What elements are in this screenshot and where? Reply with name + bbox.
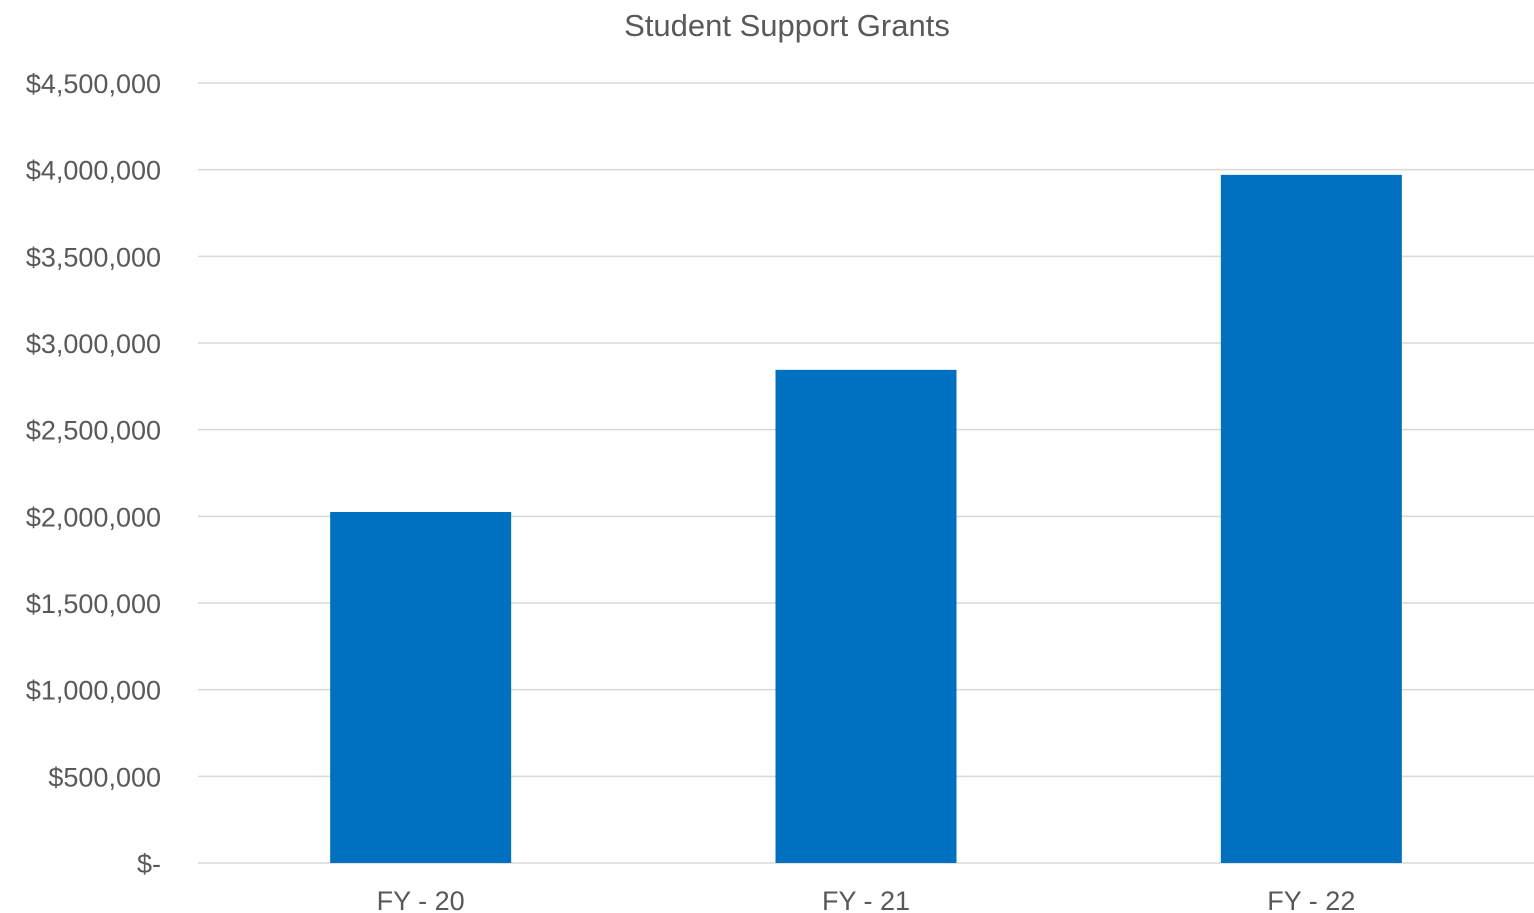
y-tick-label: $3,000,000 [26,329,161,359]
chart-title: Student Support Grants [624,8,950,43]
x-axis-tick-labels: FY - 20 FY - 21 FY - 22 [377,886,1356,913]
bar-fy-21 [775,369,957,863]
y-tick-label: $4,500,000 [26,69,161,99]
x-tick-label: FY - 20 [377,886,465,913]
y-tick-label: $3,500,000 [26,242,161,272]
y-axis-tick-labels: $- $500,000 $1,000,000 $1,500,000 $2,000,000… [26,69,161,879]
x-tick-label: FY - 22 [1267,886,1355,913]
y-tick-label: $1,000,000 [26,676,161,706]
bar-fy-20 [330,512,512,863]
y-tick-label: $4,000,000 [26,156,161,186]
y-tick-label: $- [137,849,161,879]
y-tick-label: $500,000 [48,762,161,792]
y-tick-label: $2,000,000 [26,502,161,532]
bar-fy-22 [1220,174,1402,863]
y-tick-label: $2,500,000 [26,416,161,446]
x-tick-label: FY - 21 [822,886,910,913]
y-tick-label: $1,500,000 [26,589,161,619]
bars [330,174,1402,863]
